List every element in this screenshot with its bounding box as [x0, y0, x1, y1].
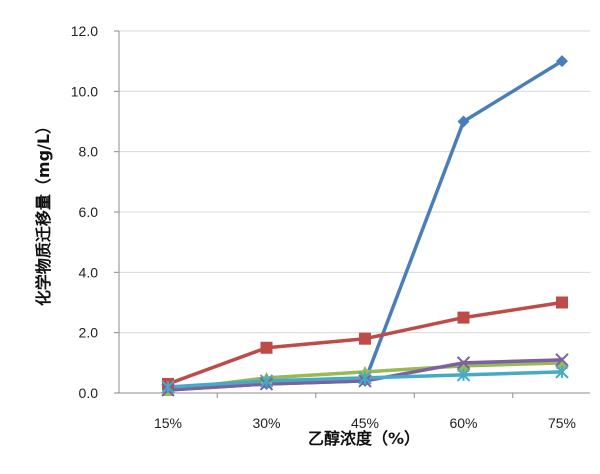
- data-point: [358, 371, 372, 385]
- gridlines: [119, 30, 590, 334]
- data-point: [161, 380, 175, 394]
- data-point: [259, 374, 274, 388]
- data-point: [260, 341, 273, 354]
- y-tick-label: 0.0: [79, 385, 99, 401]
- series: [161, 55, 569, 397]
- y-tick-label: 12.0: [71, 23, 98, 39]
- x-tick-label: 30%: [252, 415, 280, 431]
- x-tick-label: 15%: [154, 415, 182, 431]
- tick-labels: 0.0 2.0 4.0 6.0 8.0 10.0 12.0 15% 30% 45% 60% 75%: [71, 23, 576, 431]
- y-tick-label: 4.0: [79, 264, 99, 280]
- series-5-markers: [161, 365, 569, 394]
- y-tick-label: 10.0: [71, 83, 98, 99]
- y-tick-label: 8.0: [79, 144, 99, 160]
- x-tick-label: 60%: [449, 415, 477, 431]
- y-axis-title: 化学物质迁移量（mg/L）: [34, 118, 53, 306]
- data-point: [555, 353, 569, 367]
- data-point: [457, 115, 470, 128]
- data-point: [556, 356, 568, 369]
- data-point: [555, 365, 569, 379]
- y-tick-label: 2.0: [79, 325, 99, 341]
- x-tick-label: 45%: [351, 415, 379, 431]
- axes: [114, 30, 590, 398]
- x-tick-label: 75%: [548, 415, 576, 431]
- series-4-markers: [161, 353, 569, 397]
- series-1-markers: [162, 55, 568, 396]
- data-point: [359, 332, 371, 345]
- data-point: [556, 55, 568, 68]
- y-tick-label: 6.0: [79, 204, 99, 220]
- series-2-markers: [162, 296, 568, 390]
- data-point: [457, 311, 470, 324]
- data-point: [556, 296, 568, 309]
- data-point: [456, 356, 471, 370]
- data-point: [457, 359, 470, 372]
- x-axis-title: 乙醇浓度（%）: [308, 429, 420, 448]
- data-point: [456, 368, 471, 382]
